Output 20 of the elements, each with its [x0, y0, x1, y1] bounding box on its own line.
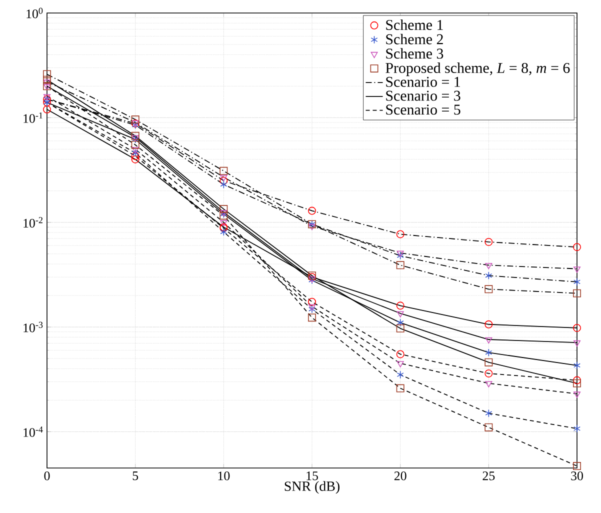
x-tick-label: 30: [571, 472, 583, 480]
y-tick-label: 10$^{-1}$: [24, 112, 42, 123]
x-tick-label: 0: [44, 472, 50, 480]
legend-label: Proposed scheme, L = 8, m = 6: [386, 62, 570, 76]
x-tick-label: 20: [394, 472, 406, 480]
legend-label: Scheme 1: [386, 19, 443, 30]
legend-label: Scenario = 5: [386, 104, 460, 115]
x-tick-label: 10: [218, 472, 230, 480]
legend-label: Scenario = 3: [386, 90, 460, 101]
legend-label: Scheme 3: [386, 48, 444, 59]
x-tick-label: 15: [306, 472, 318, 480]
y-tick-label: 10$^{-4}$: [24, 426, 43, 437]
y-tick-label: 10$^{-2}$: [24, 217, 42, 228]
y-tick-label: 10$^{-3}$: [24, 322, 43, 332]
legend-label: Scheme 2: [386, 34, 443, 44]
x-tick-label: 25: [482, 472, 495, 480]
y-tick-label: 10$^{0}$: [26, 8, 43, 18]
x-tick-label: 5: [132, 472, 138, 480]
x-axis-title: SNR (dB): [284, 481, 340, 494]
legend-label: Scenario = 1: [386, 76, 460, 87]
